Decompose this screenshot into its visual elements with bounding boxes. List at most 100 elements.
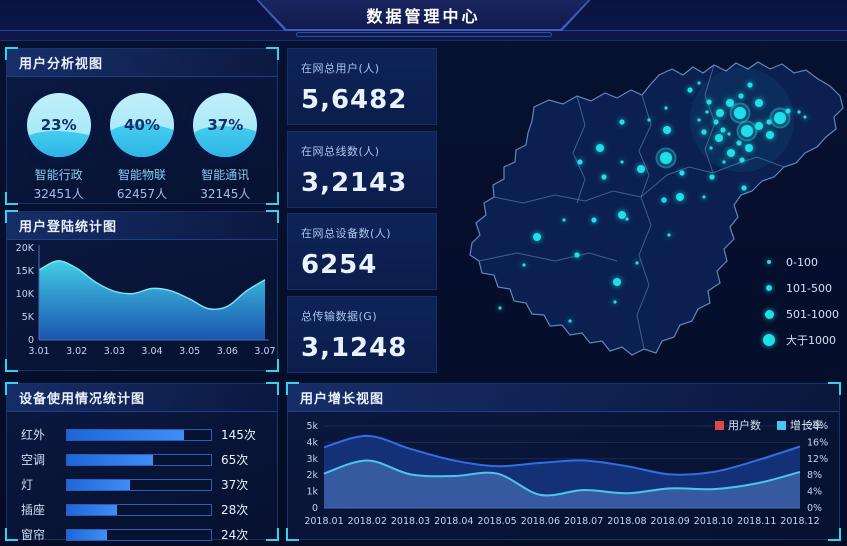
login-area-chart: 0 5K 10K 15K 20K 3.01 3.02 3.03 3.04 3.05 3.06 3.07	[7, 240, 277, 372]
title-underline-ornament	[295, 32, 552, 37]
gauge-water	[193, 126, 258, 157]
svg-text:16%: 16%	[807, 437, 828, 448]
svg-text:2018.01: 2018.01	[304, 516, 343, 527]
gauge-count: 32451人	[33, 187, 84, 201]
kpi-card-1: 在网总线数(人) 3,2143	[287, 131, 437, 208]
gauge-label: 智能物联	[117, 168, 166, 182]
header-bar: 数据管理中心	[0, 0, 847, 41]
svg-text:2018.07: 2018.07	[564, 516, 603, 527]
gauge-bubble: 37%	[193, 93, 258, 157]
bar-track	[66, 528, 212, 541]
svg-text:3.07: 3.07	[254, 346, 275, 357]
bar-value: 65次	[221, 453, 249, 467]
svg-text:2018.05: 2018.05	[477, 516, 516, 527]
map-legend-label: 0-100	[786, 255, 818, 269]
svg-text:3.03: 3.03	[104, 346, 125, 357]
svg-text:2018.02: 2018.02	[348, 516, 387, 527]
bar-track	[66, 503, 212, 516]
svg-text:0%: 0%	[807, 503, 822, 514]
gauge-percent: 37%	[207, 116, 244, 134]
map-legend-label: 101-500	[786, 281, 832, 295]
svg-text:2018.12: 2018.12	[780, 516, 819, 527]
gauge-water	[26, 131, 91, 157]
device-bar-chart: 红外 145次空调 65次灯 37次 插座 28次窗帘 24次	[7, 412, 277, 546]
svg-text:3.06: 3.06	[217, 346, 238, 357]
svg-text:2018.10: 2018.10	[694, 516, 733, 527]
device-bar-row-2: 灯 37次	[7, 472, 277, 497]
kpi-value: 3,1248	[301, 333, 408, 363]
bar-value: 145次	[221, 428, 256, 442]
svg-text:20%: 20%	[807, 421, 828, 432]
svg-text:2018.06: 2018.06	[521, 516, 560, 527]
legend-item-用户数[interactable]: 用户数	[715, 417, 761, 433]
svg-text:12%: 12%	[807, 454, 828, 465]
svg-text:3.05: 3.05	[179, 346, 200, 357]
bar-track	[66, 453, 212, 466]
map-legend-row: 大于1000	[762, 327, 839, 353]
bar-label: 灯	[21, 478, 34, 492]
kpi-label: 在网总线数(人)	[301, 145, 380, 158]
panel-login-stats: 用户登陆统计图 0 5K 10K 15K 20K 3.01 3.02 3.03 3.04 3.05…	[5, 210, 279, 372]
svg-text:2k: 2k	[306, 470, 318, 481]
svg-text:5K: 5K	[22, 312, 35, 323]
bar-label: 插座	[21, 503, 46, 517]
bar-label: 窗帘	[21, 528, 46, 542]
growth-chart-legend: 用户数 增长率	[715, 417, 823, 433]
svg-text:0: 0	[312, 503, 318, 514]
legend-item-增长率[interactable]: 增长率	[777, 417, 823, 433]
bar-fill	[67, 429, 184, 440]
svg-text:5k: 5k	[306, 421, 318, 432]
svg-text:10K: 10K	[16, 289, 35, 300]
kpi-label: 在网总用户(人)	[301, 62, 380, 75]
map-legend-label: 大于1000	[786, 334, 837, 347]
bar-fill	[67, 479, 131, 490]
gauge-bubble: 23%	[26, 93, 91, 157]
svg-text:0: 0	[28, 335, 34, 346]
map-legend-row: 0-100	[762, 249, 839, 275]
svg-text:2018.09: 2018.09	[651, 516, 690, 527]
kpi-label: 在网总设备数(人)	[301, 227, 392, 240]
kpi-card-3: 总传输数据(G) 3,1248	[287, 296, 437, 373]
panel-title-user-analysis: 用户分析视图	[7, 49, 277, 77]
svg-text:2018.08: 2018.08	[607, 516, 646, 527]
gauge-label: 智能通讯	[201, 168, 250, 182]
legend-dot-icon	[763, 334, 776, 346]
kpi-card-0: 在网总用户(人) 5,6482	[287, 48, 437, 125]
svg-text:15K: 15K	[16, 266, 35, 277]
bar-fill	[67, 504, 118, 515]
bar-fill	[67, 529, 108, 540]
kpi-value: 3,2143	[301, 168, 408, 198]
liquid-gauge-1: 40% 智能物联 62457人	[104, 93, 180, 202]
map-legend-label: 501-1000	[786, 307, 839, 321]
liquid-gauge-2: 37% 智能通讯 32145人	[187, 93, 263, 202]
gauge-count: 32145人	[200, 187, 251, 201]
device-bar-row-1: 空调 65次	[7, 447, 277, 472]
gauge-water	[109, 123, 174, 157]
gauge-count: 62457人	[116, 187, 168, 201]
svg-text:2018.04: 2018.04	[434, 516, 473, 527]
title-plate: 数据管理中心	[256, 0, 591, 31]
gauge-label: 智能行政	[34, 168, 83, 182]
kpi-card-2: 在网总设备数(人) 6254	[287, 213, 437, 290]
gauge-percent: 40%	[124, 116, 160, 134]
bar-label: 红外	[21, 428, 46, 442]
bar-value: 24次	[221, 528, 249, 542]
svg-text:3.01: 3.01	[28, 346, 49, 357]
legend-label: 增长率	[790, 419, 823, 432]
region-map	[437, 45, 847, 379]
map-zone: 0-100 101-500 501-1000 大于1000	[437, 45, 847, 375]
map-legend-row: 501-1000	[762, 301, 839, 327]
bar-label: 空调	[21, 453, 46, 467]
map-legend-row: 101-500	[762, 275, 839, 301]
device-bar-row-3: 插座 28次	[7, 497, 277, 522]
svg-text:3.02: 3.02	[66, 346, 87, 357]
bar-track	[66, 478, 212, 491]
device-bar-row-4: 窗帘 24次	[7, 522, 277, 546]
svg-text:4%: 4%	[807, 487, 822, 498]
legend-dot-icon	[764, 309, 774, 319]
svg-text:3k: 3k	[306, 454, 318, 465]
gauge-bubble: 40%	[109, 93, 174, 157]
svg-text:2018.03: 2018.03	[391, 516, 430, 527]
page-title: 数据管理中心	[366, 6, 481, 26]
